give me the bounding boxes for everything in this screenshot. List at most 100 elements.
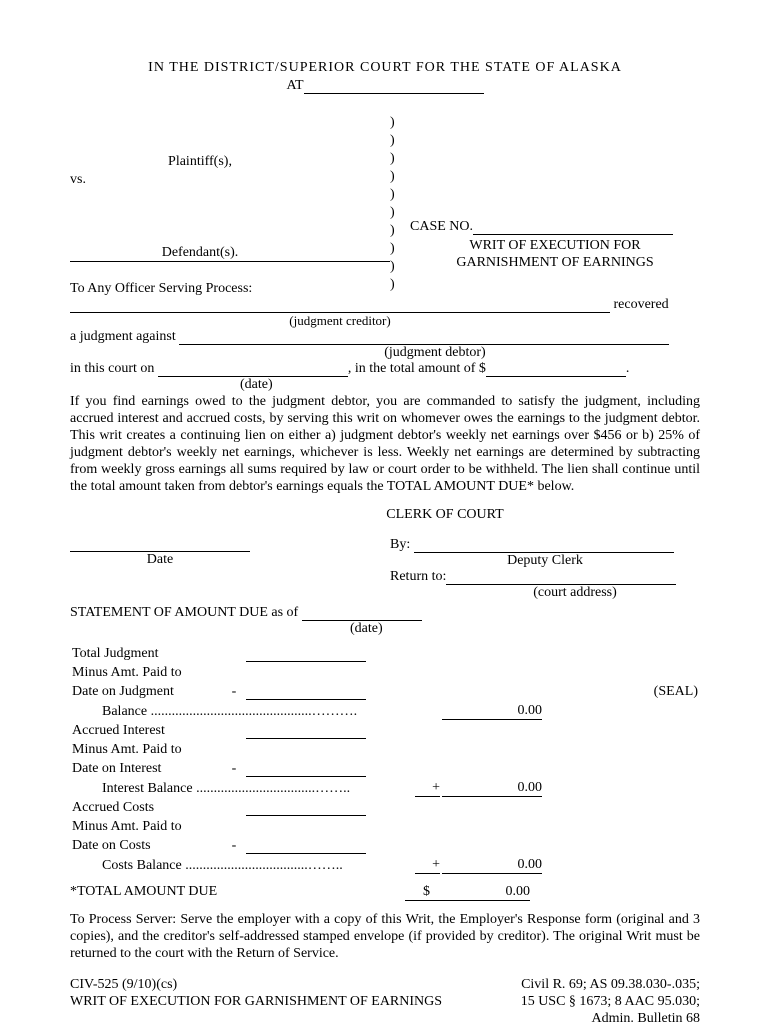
against-text: a judgment against: [70, 329, 179, 344]
interest-dots: ..................................……..: [193, 781, 351, 796]
costs-dots: ...................................……..: [182, 858, 343, 873]
defendants-label: Defendant(s).: [70, 245, 390, 261]
court-location-blank[interactable]: [304, 79, 484, 94]
footer-right: Civil R. 69; AS 09.38.030-.035; 15 USC §…: [521, 976, 700, 1027]
return-to-line: Return to:: [390, 569, 700, 585]
deputy-blank[interactable]: [414, 538, 674, 553]
court-on-text: in this court on: [70, 361, 158, 376]
total-judgment-blank[interactable]: [246, 645, 366, 662]
citation-line2: 15 USC § 1673; 8 AAC 95.030;: [521, 993, 700, 1010]
total-amount-value: 0.00: [430, 884, 530, 901]
statement-date-blank[interactable]: [302, 606, 422, 621]
court-date-line: in this court on , in the total amount o…: [70, 361, 700, 377]
form-page: IN THE DISTRICT/SUPERIOR COURT FOR THE S…: [0, 0, 770, 1024]
minus-judgment-blank[interactable]: [246, 683, 366, 700]
court-header-line2: AT: [70, 78, 700, 94]
case-no-label: CASE NO.: [410, 219, 473, 234]
footer-left: CIV-525 (9/10)(cs) WRIT OF EXECUTION FOR…: [70, 976, 442, 1027]
minus-paid-judgment-2: Date on Judgment: [72, 683, 222, 700]
case-caption: Plaintiff(s), vs. Defendant(s). ))))))))…: [70, 114, 700, 271]
statement-title-line: STATEMENT OF AMOUNT DUE as of: [70, 605, 700, 621]
statement-title: STATEMENT OF AMOUNT DUE as of: [70, 605, 302, 620]
creditor-blank[interactable]: [70, 298, 610, 313]
writ-title-line2: GARNISHMENT OF EARNINGS: [456, 255, 653, 270]
citation-line3: Admin. Bulletin 68: [521, 1010, 700, 1027]
minus-sign-1: -: [224, 683, 244, 700]
by-label: By:: [390, 537, 410, 552]
interest-balance-value: 0.00: [442, 779, 542, 797]
caption-right: CASE NO. WRIT OF EXECUTION FOR GARNISHME…: [390, 114, 700, 271]
minus-interest-blank[interactable]: [246, 760, 366, 777]
clerk-of-court-label: CLERK OF COURT: [70, 507, 700, 523]
plus-sign-2: +: [415, 856, 440, 874]
minus-interest-row1: Minus Amt. Paid to: [72, 741, 698, 758]
court-address-label: (court address): [390, 585, 700, 601]
writ-title-line1: WRIT OF EXECUTION FOR: [469, 238, 640, 253]
minus-sign-2: -: [224, 760, 244, 777]
form-title: WRIT OF EXECUTION FOR GARNISHMENT OF EAR…: [70, 993, 442, 1010]
writ-title: WRIT OF EXECUTION FOR GARNISHMENT OF EAR…: [410, 237, 700, 271]
interest-balance-label: Interest Balance: [102, 781, 193, 796]
minus-paid-judgment-1: Minus Amt. Paid to: [72, 664, 366, 681]
case-no-line: CASE NO.: [410, 219, 700, 235]
plaintiffs-label: Plaintiff(s),: [70, 154, 390, 170]
interest-balance-line: Interest Balance .......................…: [72, 779, 366, 797]
caption-parentheses: )))))))))): [390, 114, 395, 294]
vs-label: vs.: [70, 172, 390, 188]
total-amount-line: *TOTAL AMOUNT DUE $ 0.00: [70, 884, 700, 901]
costs-balance-value: 0.00: [442, 856, 542, 874]
balance-row: Balance ................................…: [72, 702, 698, 720]
debtor-blank[interactable]: [179, 330, 669, 345]
costs-balance-row: Costs Balance ..........................…: [72, 856, 698, 874]
return-to-blank[interactable]: [446, 570, 676, 585]
by-line: By:: [390, 537, 700, 553]
to-officer-line: To Any Officer Serving Process:: [70, 281, 700, 297]
balance-value: 0.00: [442, 702, 542, 720]
date-line[interactable]: [70, 537, 250, 552]
minus-costs-row2: Date on Costs -: [72, 837, 698, 854]
interest-balance-row: Interest Balance .......................…: [72, 779, 698, 797]
main-paragraph: If you find earnings owed to the judgmen…: [70, 393, 700, 495]
amount-blank[interactable]: [486, 362, 626, 377]
seal-label: (SEAL): [544, 645, 698, 700]
minus-costs-blank[interactable]: [246, 837, 366, 854]
date-label: Date: [70, 552, 250, 568]
minus-paid-interest-2: Date on Interest: [72, 760, 222, 777]
citation-line1: Civil R. 69; AS 09.38.030-.035;: [521, 976, 700, 993]
creditor-line: recovered: [70, 297, 700, 313]
caption-divider: [70, 261, 390, 262]
balance-label: Balance: [102, 704, 147, 719]
minus-costs-row1: Minus Amt. Paid to: [72, 818, 698, 835]
total-dollar-sign: $: [405, 884, 430, 901]
return-to-label: Return to:: [390, 569, 446, 584]
process-server-note: To Process Server: Serve the employer wi…: [70, 911, 700, 962]
case-no-blank[interactable]: [473, 220, 673, 235]
accrued-interest-blank[interactable]: [246, 722, 366, 739]
form-number: CIV-525 (9/10)(cs): [70, 976, 442, 993]
caption-left: Plaintiff(s), vs. Defendant(s). ))))))))…: [70, 114, 390, 271]
debtor-label: (judgment debtor): [70, 345, 700, 361]
date-label-under: (date): [70, 377, 700, 393]
court-date-blank[interactable]: [158, 362, 348, 377]
costs-balance-label: Costs Balance: [102, 858, 182, 873]
date-signature: Date: [70, 537, 330, 601]
minus-paid-interest-1: Minus Amt. Paid to: [72, 741, 366, 758]
at-prefix: AT: [286, 78, 303, 93]
costs-balance-line: Costs Balance ..........................…: [72, 856, 366, 874]
minus-paid-costs-1: Minus Amt. Paid to: [72, 818, 366, 835]
total-amount-label: *TOTAL AMOUNT DUE: [70, 884, 380, 901]
debtor-line: a judgment against: [70, 329, 700, 345]
minus-sign-3: -: [224, 837, 244, 854]
balance-line: Balance ................................…: [72, 702, 366, 720]
accrued-interest-row: Accrued Interest: [72, 722, 698, 739]
court-header-line1: IN THE DISTRICT/SUPERIOR COURT FOR THE S…: [70, 60, 700, 76]
creditor-label: (judgment creditor): [70, 313, 610, 329]
total-judgment-label: Total Judgment: [72, 645, 222, 662]
accrued-costs-blank[interactable]: [246, 799, 366, 816]
footer-references: CIV-525 (9/10)(cs) WRIT OF EXECUTION FOR…: [70, 976, 700, 1027]
signature-row: Date By: Deputy Clerk Return to: (court …: [70, 537, 700, 601]
balance-dots: ........................................…: [147, 704, 357, 719]
minus-interest-row2: Date on Interest -: [72, 760, 698, 777]
recovered-text: recovered: [610, 297, 669, 312]
total-judgment-row: Total Judgment (SEAL): [72, 645, 698, 662]
